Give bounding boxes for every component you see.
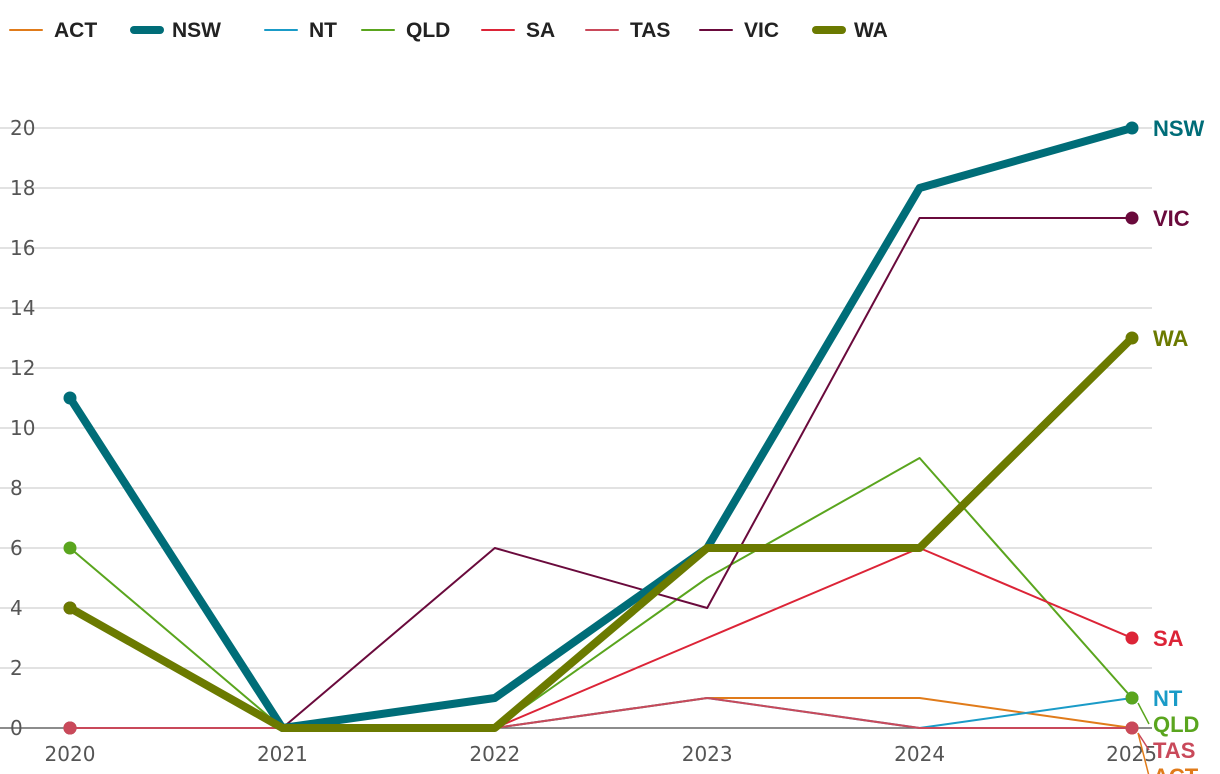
legend-label-wa: WA (854, 19, 888, 42)
y-tick-label: 12 (10, 356, 35, 380)
end-labels: NSW VIC WA SA NTQLDTASACT (1137, 116, 1205, 774)
data-point-wa-2020 (63, 601, 77, 615)
gridlines (0, 127, 1152, 729)
x-tick-label: 2021 (257, 742, 308, 766)
x-tick-label: 2022 (469, 742, 520, 766)
x-tick-label: 2020 (45, 742, 96, 766)
y-tick-label: 14 (10, 296, 35, 320)
y-tick-label: 0 (10, 716, 23, 740)
y-axis: 0 2 4 6 8 10 12 14 16 18 20 (10, 116, 35, 740)
y-tick-label: 18 (10, 176, 35, 200)
y-tick-label: 20 (10, 116, 35, 140)
end-label-sa: SA (1153, 626, 1184, 651)
y-tick-label: 16 (10, 236, 35, 260)
data-point-wa-2025 (1125, 331, 1139, 345)
data-point-nsw-2025 (1125, 121, 1139, 135)
x-tick-label: 2025 (1106, 742, 1157, 766)
end-label-tas: TAS (1153, 738, 1195, 763)
legend-label-nt: NT (309, 19, 337, 42)
series-line-nsw (66, 124, 1136, 732)
end-label-nt: NT (1153, 686, 1183, 711)
end-label-vic: VIC (1153, 206, 1190, 231)
data-point-sa-2025 (1125, 631, 1139, 645)
series-lines (66, 124, 1136, 732)
y-tick-label: 8 (10, 476, 23, 500)
y-tick-label: 4 (10, 596, 23, 620)
legend-label-nsw: NSW (172, 19, 221, 42)
data-point-tas-2020 (63, 721, 77, 735)
data-point-vic-2025 (1125, 211, 1139, 225)
series-line-tas (69, 697, 1133, 729)
series-end-points (63, 121, 1139, 735)
legend-label-qld: QLD (406, 19, 450, 42)
data-point-qld-2020 (63, 541, 77, 555)
y-tick-label: 6 (10, 536, 23, 560)
x-axis: 2020 2021 2022 2023 2024 2025 (45, 742, 1157, 766)
data-point-qld-2025 (1125, 691, 1139, 705)
legend-label-tas: TAS (630, 19, 670, 42)
data-point-nsw-2020 (63, 391, 77, 405)
series-line-wa (66, 334, 1136, 732)
end-label-nsw: NSW (1153, 116, 1205, 141)
y-tick-label: 10 (10, 416, 35, 440)
end-label-leader-act (1137, 732, 1150, 774)
end-label-qld: QLD (1153, 712, 1199, 737)
legend: ACT NSW NT QLD SA TAS VIC WA (9, 19, 888, 42)
x-tick-label: 2024 (894, 742, 945, 766)
end-label-leader-tas (1137, 732, 1150, 751)
end-label-act: ACT (1153, 764, 1199, 774)
series-line-qld (69, 457, 1133, 729)
end-label-leader-qld (1137, 702, 1150, 725)
legend-label-sa: SA (526, 19, 555, 42)
y-tick-label: 2 (10, 656, 23, 680)
legend-label-act: ACT (54, 19, 97, 42)
end-label-wa: WA (1153, 326, 1189, 351)
x-tick-label: 2023 (682, 742, 733, 766)
legend-label-vic: VIC (744, 19, 779, 42)
data-point-tas-2025 (1125, 721, 1139, 735)
